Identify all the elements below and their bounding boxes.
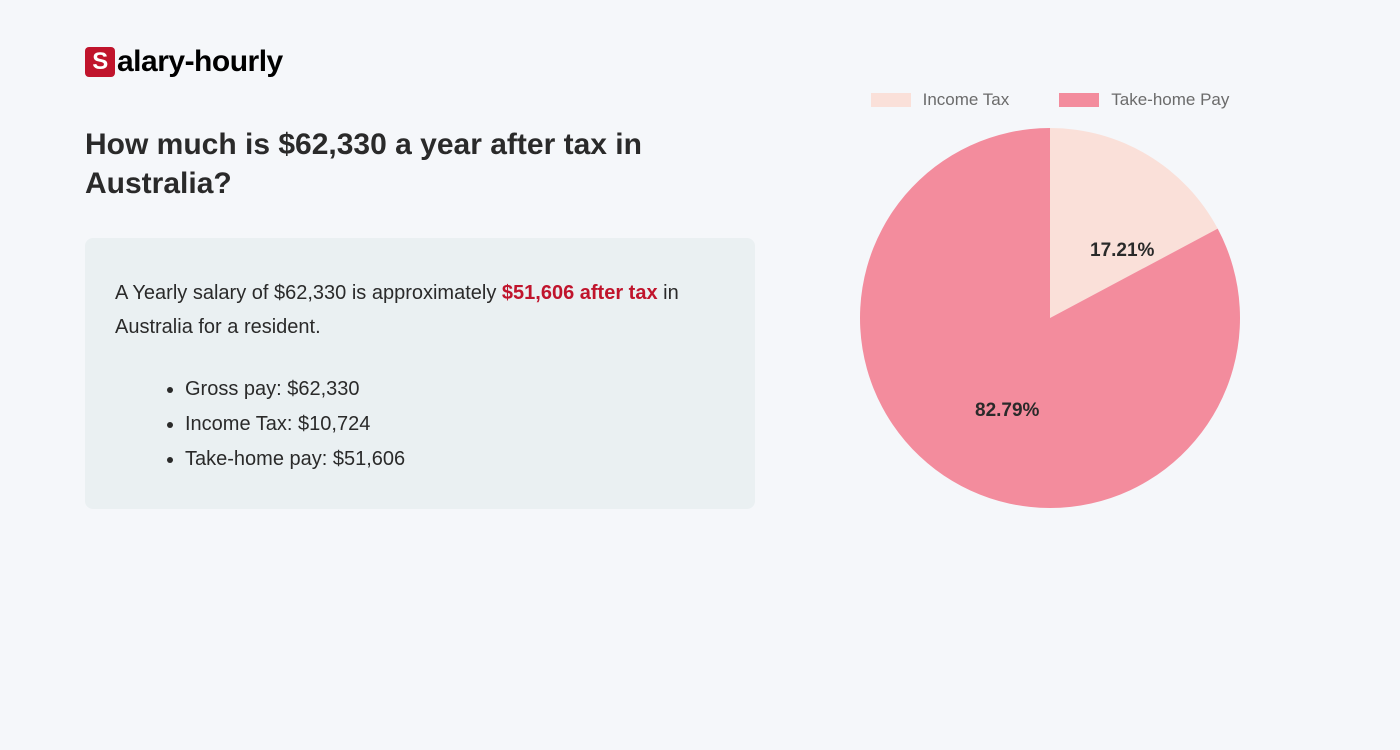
bullet-list: Gross pay: $62,330 Income Tax: $10,724 T…	[115, 372, 725, 477]
logo-text: alary-hourly	[117, 45, 283, 79]
legend-item: Take-home Pay	[1059, 90, 1229, 110]
pie-chart: 17.21% 82.79%	[860, 128, 1240, 508]
list-item: Take-home pay: $51,606	[185, 442, 725, 477]
legend-label: Income Tax	[923, 90, 1010, 110]
legend-swatch	[871, 93, 911, 107]
main-content: How much is $62,330 a year after tax in …	[85, 125, 755, 509]
pie-chart-section: Income Tax Take-home Pay 17.21% 82.79%	[810, 90, 1290, 508]
logo-badge: S	[85, 47, 115, 77]
slice-label: 17.21%	[1090, 240, 1154, 262]
pie-svg	[860, 128, 1240, 508]
site-logo: Salary-hourly	[85, 45, 283, 79]
summary-prefix: A Yearly salary of $62,330 is approximat…	[115, 282, 502, 304]
page-heading: How much is $62,330 a year after tax in …	[85, 125, 755, 203]
chart-legend: Income Tax Take-home Pay	[810, 90, 1290, 110]
legend-item: Income Tax	[871, 90, 1010, 110]
legend-swatch	[1059, 93, 1099, 107]
slice-label: 82.79%	[975, 400, 1039, 422]
summary-text: A Yearly salary of $62,330 is approximat…	[115, 276, 725, 344]
summary-highlight: $51,606 after tax	[502, 282, 658, 304]
legend-label: Take-home Pay	[1111, 90, 1229, 110]
list-item: Gross pay: $62,330	[185, 372, 725, 407]
list-item: Income Tax: $10,724	[185, 407, 725, 442]
summary-panel: A Yearly salary of $62,330 is approximat…	[85, 238, 755, 509]
